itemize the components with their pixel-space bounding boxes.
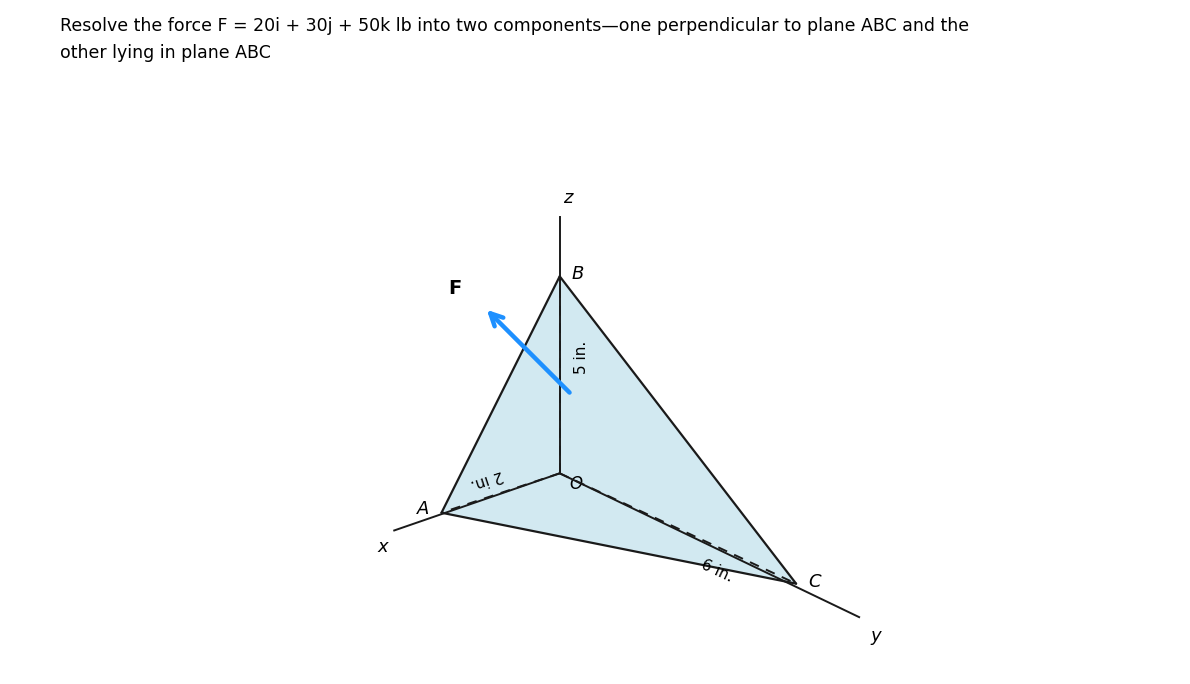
Polygon shape [441, 276, 796, 583]
Text: Resolve the force F = 20i + 30j + 50k lb into two components—one perpendicular t: Resolve the force F = 20i + 30j + 50k lb… [60, 17, 969, 35]
Text: 6 in.: 6 in. [699, 557, 735, 585]
Text: 2 in.: 2 in. [469, 467, 505, 492]
Text: 5 in.: 5 in. [574, 341, 589, 373]
Text: other lying in plane ABC: other lying in plane ABC [60, 44, 270, 62]
Text: x: x [377, 538, 388, 556]
Text: z: z [563, 189, 572, 207]
Text: B: B [571, 265, 584, 283]
Text: y: y [871, 627, 882, 645]
Text: F: F [447, 279, 462, 298]
Text: O: O [570, 475, 583, 493]
Text: A: A [418, 500, 430, 518]
Text: C: C [808, 573, 821, 591]
